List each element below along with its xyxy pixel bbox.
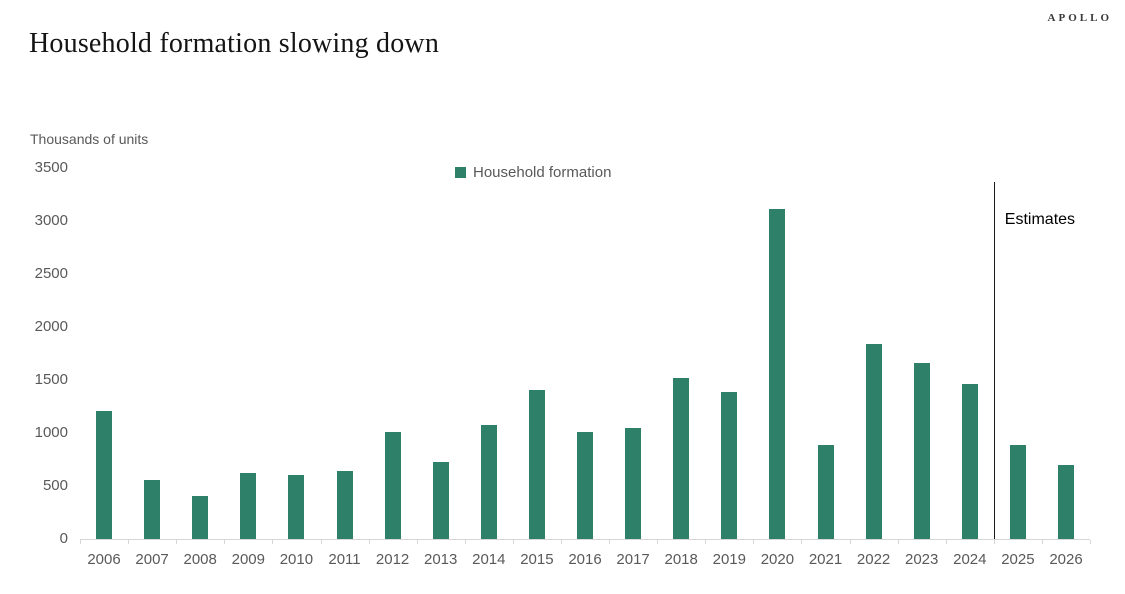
x-axis-tick-label: 2021: [808, 551, 843, 568]
legend-label: Household formation: [473, 164, 612, 181]
x-axis-tick-mark: [993, 540, 995, 544]
x-axis-tick-label: 2020: [760, 551, 795, 568]
x-axis-tick-label: 2013: [424, 551, 458, 568]
y-axis-tick-label: 3000: [34, 212, 68, 229]
x-axis-tick-mark: [897, 540, 899, 544]
y-axis-tick-label: 0: [59, 530, 68, 547]
bar-2008[interactable]: [192, 495, 209, 539]
x-axis-tick-mark: [80, 540, 81, 544]
x-axis-tick-mark: [1090, 540, 1091, 544]
x-axis-tick-label: 2011: [328, 551, 361, 568]
plot-area: Estimates: [80, 168, 1090, 540]
x-axis-tick-mark: [561, 540, 562, 544]
y-axis-tick-label: 500: [42, 477, 68, 494]
bar-2016[interactable]: [577, 431, 593, 539]
x-axis-tick-mark: [128, 540, 130, 544]
x-axis-tick-label: 2009: [231, 551, 265, 568]
x-axis-tick-label: 2008: [183, 551, 217, 568]
x-axis-tick-mark: [945, 540, 947, 544]
x-axis-tick-mark: [609, 540, 610, 544]
x-axis-tick-mark: [1041, 540, 1043, 544]
x-axis-tick-label: 2012: [375, 551, 410, 568]
x-axis-tick-label: 2014: [472, 551, 506, 568]
x-axis-tick-mark: [753, 540, 755, 544]
bar-2018[interactable]: [673, 377, 690, 539]
x-axis-tick-label: 2024: [953, 551, 987, 568]
y-axis-tick-label: 3500: [34, 159, 68, 176]
bar-2014[interactable]: [480, 424, 497, 539]
x-axis: 2006 2007 2008 2009 2010 2011 2012 2013 2014 2015…: [80, 540, 1091, 576]
bar-2021[interactable]: [817, 444, 834, 539]
bar-2025[interactable]: [1009, 444, 1026, 539]
y-axis-unit-label: Thousands of units: [30, 131, 149, 147]
x-axis-tick-mark: [464, 540, 466, 544]
x-axis-tick-label: 2022: [856, 551, 891, 568]
bar-2011[interactable]: [336, 471, 353, 539]
legend: Household formation: [455, 164, 611, 181]
chart-title: Household formation slowing down: [29, 28, 440, 59]
x-axis-tick-mark: [320, 540, 322, 544]
x-axis-tick-label: 2016: [568, 551, 602, 568]
x-axis-tick-mark: [368, 540, 370, 544]
x-axis-tick-mark: [416, 540, 418, 544]
apollo-logo: APOLLO: [1047, 12, 1112, 24]
x-axis-tick-mark: [801, 540, 803, 544]
legend-swatch-icon: [455, 167, 466, 178]
x-axis-tick-label: 2017: [616, 551, 650, 568]
bar-2007[interactable]: [144, 479, 161, 539]
x-axis-tick-label: 2025: [1001, 551, 1035, 568]
x-axis-tick-label: 2026: [1049, 551, 1083, 568]
y-axis: 0 500 1000 1500 2000 2500 3000 3500: [0, 159, 68, 547]
x-axis-tick-label: 2019: [712, 551, 746, 568]
x-axis-tick-label: 2015: [520, 551, 554, 568]
bar-2020[interactable]: [769, 209, 786, 539]
x-axis-tick-label: 2007: [135, 551, 169, 568]
x-axis-tick-label: 2018: [664, 551, 698, 568]
x-axis-tick-mark: [849, 540, 851, 544]
x-axis-tick-mark: [657, 540, 659, 544]
estimates-label: Estimates: [1004, 211, 1076, 228]
x-axis-tick-mark: [512, 540, 514, 544]
x-axis-tick-mark: [176, 540, 178, 544]
y-axis-tick-label: 2500: [34, 265, 68, 282]
bar-2013[interactable]: [432, 461, 449, 539]
bar-2024[interactable]: [961, 384, 978, 539]
x-axis-tick-mark: [272, 540, 274, 544]
bar-2023[interactable]: [913, 363, 930, 539]
bar-2009[interactable]: [240, 473, 257, 539]
bar-2015[interactable]: [528, 389, 545, 539]
x-axis-tick-label: 2006: [87, 551, 121, 568]
bar-2026[interactable]: [1058, 464, 1074, 539]
x-axis-tick-label: 2010: [279, 551, 314, 568]
bar-2019[interactable]: [721, 391, 738, 539]
bar-2022[interactable]: [865, 344, 882, 539]
y-axis-tick-label: 1000: [34, 424, 68, 441]
bar-2010[interactable]: [288, 475, 305, 539]
x-axis-tick-mark: [224, 540, 226, 544]
estimates-separator-line: [993, 182, 995, 539]
bar-2006[interactable]: [96, 410, 112, 539]
y-axis-tick-label: 1500: [34, 371, 68, 388]
x-axis-tick-label: 2023: [905, 551, 939, 568]
x-axis-tick-mark: [705, 540, 707, 544]
bar-2012[interactable]: [384, 431, 401, 539]
bar-2017[interactable]: [625, 427, 642, 539]
y-axis-tick-label: 2000: [34, 318, 68, 335]
